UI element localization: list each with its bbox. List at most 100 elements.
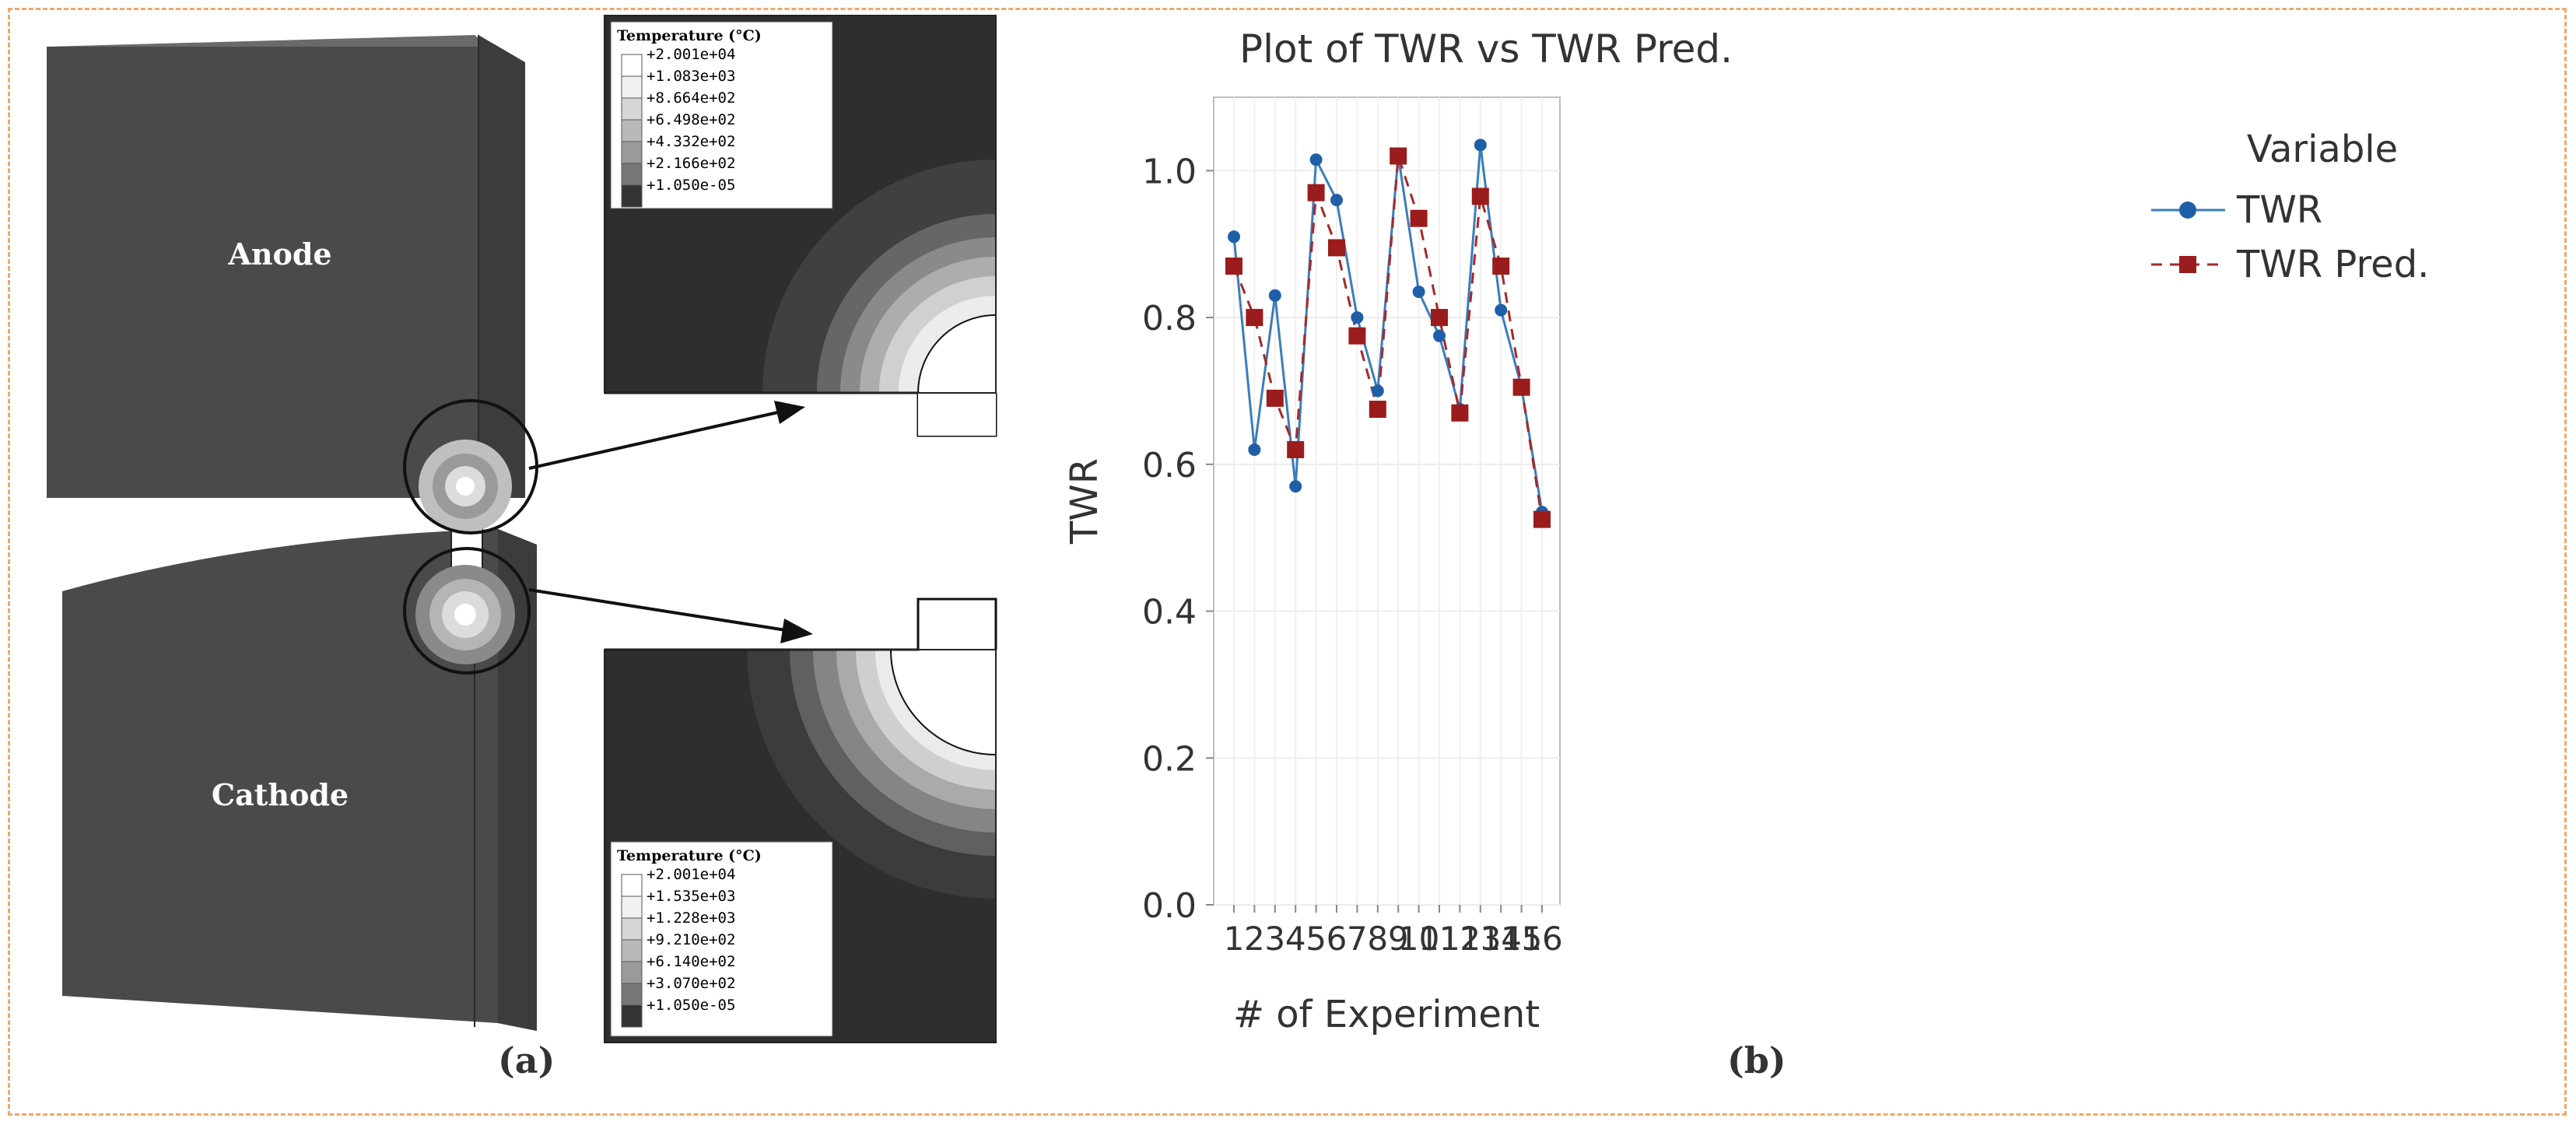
legend-bottom-swatch (621, 917, 643, 941)
y-tick-label: 0.6 (1142, 446, 1197, 485)
legend-bottom-swatch (621, 961, 643, 984)
cathode-block: Cathode (62, 529, 537, 1031)
cathode-hotspot (415, 565, 515, 664)
twr-point (1248, 443, 1261, 456)
x-tick-label: 7 (1347, 920, 1368, 958)
legend-bottom-swatch (621, 874, 643, 897)
x-tick-label: 10 (1398, 920, 1439, 958)
legend-bottom-value: +6.140e+02 (647, 953, 735, 970)
twr-point (1309, 153, 1323, 166)
twr-pred-point (1410, 209, 1428, 227)
legend-top-title: Temperature (°C) (617, 27, 762, 44)
legend-marker-circle (2179, 202, 2196, 219)
twr-pred-point (1431, 309, 1448, 327)
twr-chart: Plot of TWR vs TWR Pred. 0.0 0.2 0.4 0.6 0.8… (1063, 26, 2429, 1036)
y-tick-label: 0.0 (1142, 886, 1197, 926)
legend-bottom-swatch (621, 939, 643, 962)
twr-pred-point (1328, 239, 1345, 257)
legend-bottom-value: +1.228e+03 (647, 909, 735, 927)
x-tick-label: 2 (1244, 920, 1265, 958)
y-axis-label: TWR (1063, 458, 1106, 545)
zoom-arrow-anode (528, 401, 805, 470)
x-tick-label: 4 (1285, 920, 1306, 958)
x-tick-label: 16 (1521, 920, 1562, 958)
panel-b-label: (b) (1727, 1039, 1786, 1081)
twr-pred-point (1307, 184, 1325, 202)
twr-point (1268, 289, 1281, 302)
legend-bottom-swatch (621, 895, 643, 919)
x-tick-label: 14 (1480, 920, 1521, 958)
x-tick-label: 8 (1367, 920, 1388, 958)
zoom-circle-cathode (403, 547, 531, 675)
legend-top-swatch (621, 97, 643, 121)
legend-marker-square (2179, 256, 2196, 273)
y-tick-label: 0.4 (1142, 593, 1197, 633)
legend-entry: TWR Pred. (2236, 243, 2429, 286)
x-tick-label: 1 (1224, 920, 1245, 958)
legend-top-value: +8.664e+02 (647, 89, 735, 107)
plot-area (1213, 96, 1561, 906)
legend-top-swatch (621, 75, 643, 99)
zoom-arrow-cathode (528, 588, 813, 643)
twr-pred-point (1369, 401, 1386, 419)
panel-a-label: (a) (498, 1039, 556, 1081)
twr-point (1289, 480, 1302, 493)
x-tick-label: 3 (1264, 920, 1285, 958)
legend-entry: TWR (2236, 188, 2322, 232)
anode-hotspot (419, 440, 512, 533)
legend-bottom-value: +1.050e-05 (647, 997, 735, 1014)
temperature-legend-top: Temperature (°C) +2.001e+04 +1.083e+03 +8.… (610, 21, 833, 209)
series-line-twr-pred (1232, 156, 1544, 520)
simulation-figure: Anode Cathode (47, 15, 997, 1043)
twr-pred-point (1533, 510, 1551, 528)
legend-top-value: +2.166e+02 (647, 155, 735, 172)
legend-top-value: +1.083e+03 (647, 68, 735, 85)
twr-pred-point (1287, 440, 1305, 458)
figure-frame (8, 8, 2567, 1116)
x-tick-label: 13 (1460, 920, 1501, 958)
chart-legend: Variable TWR TWR Pred. (2151, 128, 2429, 286)
legend-top-swatch (621, 54, 643, 77)
twr-point (1228, 230, 1240, 244)
twr-point (1474, 138, 1487, 152)
legend-top-value: +2.001e+04 (647, 46, 735, 63)
twr-pred-point (1390, 147, 1407, 165)
x-axis-label: # of Experiment (1233, 993, 1540, 1036)
legend-top-swatch (621, 163, 643, 186)
x-tick-label: 12 (1439, 920, 1481, 958)
y-tick-label: 0.2 (1142, 739, 1197, 779)
legend-bottom-swatch (621, 1004, 643, 1028)
legend-bottom-title: Temperature (°C) (617, 847, 762, 864)
x-tick-label: 6 (1327, 920, 1348, 958)
twr-point (1433, 329, 1446, 342)
chart-title: Plot of TWR vs TWR Pred. (1239, 26, 1733, 72)
x-tick-label: 9 (1388, 920, 1409, 958)
twr-pred-point (1492, 258, 1510, 275)
series (1225, 138, 1551, 528)
legend-title: Variable (2247, 128, 2398, 171)
twr-point (1412, 286, 1425, 299)
twr-pred-point (1246, 309, 1263, 327)
y-tick-label: 0.8 (1142, 299, 1197, 338)
twr-point (1351, 311, 1364, 324)
x-tick-label: 11 (1418, 920, 1460, 958)
twr-point (1330, 194, 1343, 207)
legend-top-value: +4.332e+02 (647, 133, 735, 150)
twr-pred-point (1512, 378, 1530, 396)
legend-top-swatch (621, 141, 643, 164)
legend-bottom-value: +2.001e+04 (647, 866, 735, 883)
twr-pred-point (1348, 327, 1366, 345)
anode-block: Anode (47, 35, 525, 498)
temperature-legend-bottom: Temperature (°C) +2.001e+04 +1.535e+03 +1.… (610, 841, 833, 1037)
legend-top-swatch (621, 119, 643, 142)
legend-top-value: +6.498e+02 (647, 111, 735, 128)
x-tick-label: 15 (1501, 920, 1542, 958)
y-tick-label: 1.0 (1142, 152, 1197, 191)
legend-bottom-value: +9.210e+02 (647, 931, 735, 948)
cathode-label: Cathode (212, 777, 349, 812)
grid (1214, 97, 1560, 906)
anode-label: Anode (227, 237, 331, 272)
twr-pred-point (1451, 404, 1469, 422)
legend-top-swatch (621, 184, 643, 208)
legend-bottom-value: +1.535e+03 (647, 888, 735, 905)
